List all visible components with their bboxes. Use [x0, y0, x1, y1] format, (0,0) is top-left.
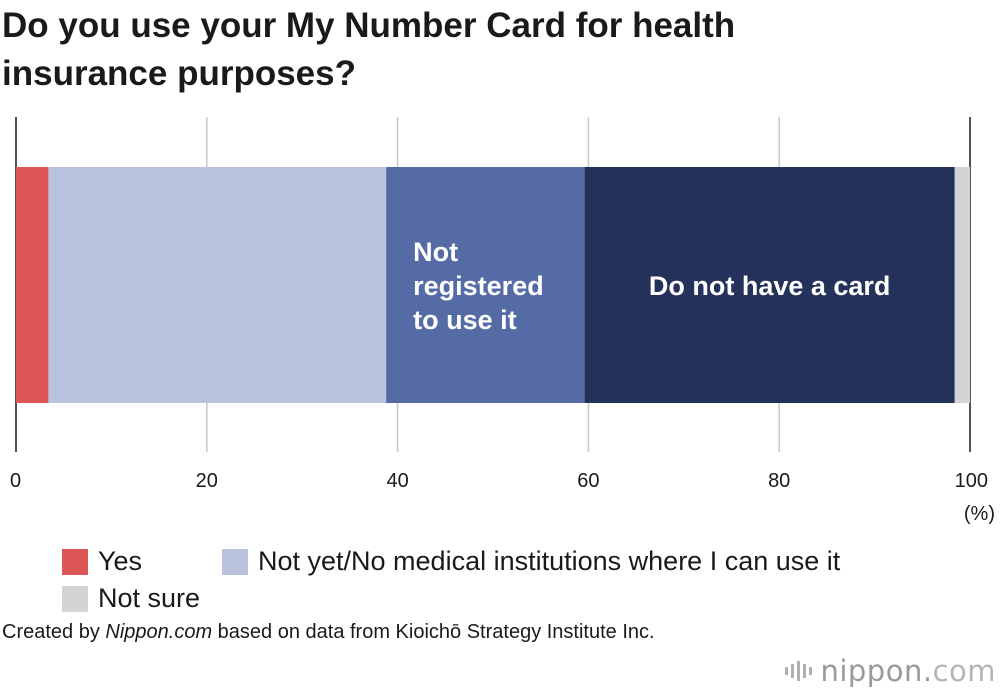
bar-label-do-not-have-a-card: Do not have a card: [649, 271, 891, 301]
x-tick-label-60: 60: [577, 470, 599, 492]
nippon-com-logo: nippon. com: [785, 654, 996, 688]
chart-title: Do you use your My Number Card for healt…: [2, 6, 736, 93]
logo-mark-icon: [785, 661, 813, 681]
bar-segments: [16, 167, 970, 403]
bar-segment-not-sure: [954, 167, 970, 403]
stacked-bar-chart: Not registered to use it Do not have a card…: [10, 117, 995, 525]
legend-label-yes: Yes: [98, 546, 143, 576]
x-tick-label-0: 0: [10, 470, 21, 492]
legend-item-not-yet: Not yet/No medical institutions where I …: [222, 546, 840, 577]
x-tick-label-80: 80: [768, 470, 790, 492]
bar-segment-yes: [16, 167, 49, 403]
legend-item-yes: Yes: [62, 546, 142, 577]
source-prefix: Created by: [2, 621, 106, 643]
bar-label-line: to use it: [413, 305, 517, 335]
bar-segment-do-not-have-a-card: [584, 167, 955, 403]
logo-name: nippon: [820, 654, 923, 688]
bar-label-line: Do not have a card: [649, 271, 891, 301]
source-suffix: based on data from Kioichō Strategy Inst…: [212, 621, 655, 643]
x-axis: 0 20 40 60 80 100 (%): [10, 470, 995, 525]
logo-tld: com: [932, 654, 996, 688]
legend-label-not-yet: Not yet/No medical institutions where I …: [258, 546, 841, 576]
bar-label-line: Not: [413, 237, 458, 267]
x-tick-label-40: 40: [386, 470, 408, 492]
bar-segment-not-yet-no-medical-institutions-where-i-can-use-it: [48, 167, 387, 403]
x-tick-label-20: 20: [196, 470, 218, 492]
legend-label-not-sure: Not sure: [98, 583, 201, 613]
bar-labels: Not registered to use it Do not have a card: [413, 237, 890, 335]
legend-swatch-yes: [62, 548, 88, 575]
source-site: Nippon.com: [105, 621, 213, 643]
legend-swatch-not-sure: [62, 585, 88, 612]
legend-item-not-sure: Not sure: [62, 583, 200, 614]
logo-dot: .: [922, 654, 933, 688]
bar-label-not-registered-to-use-it: Not registered to use it: [413, 237, 544, 335]
legend-swatch-not-yet: [222, 548, 248, 575]
x-unit-label: (%): [964, 503, 995, 525]
bar-segment-not-registered-to-use-it: [386, 167, 585, 403]
bar-label-line: registered: [413, 271, 544, 301]
x-tick-label-100: 100: [955, 470, 988, 492]
source-note: Created by Nippon.com based on data from…: [2, 619, 722, 645]
